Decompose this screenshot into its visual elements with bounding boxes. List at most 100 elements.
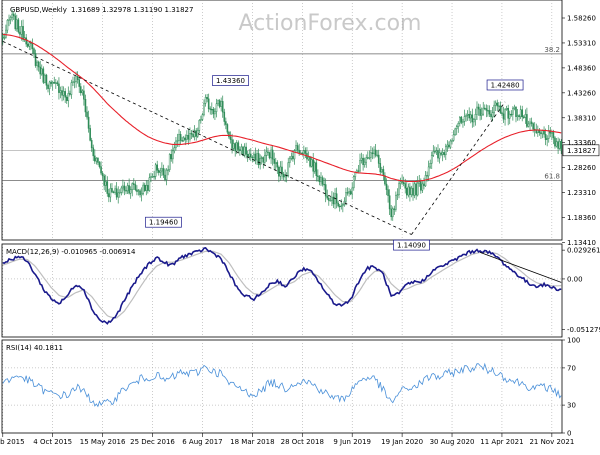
candle-body — [257, 153, 260, 166]
candle-body — [430, 155, 433, 164]
candle-body — [317, 175, 319, 177]
candle-body — [70, 82, 73, 95]
candle-body — [16, 19, 18, 30]
candle-body — [496, 102, 499, 107]
candle-body — [239, 149, 241, 152]
candle-body — [487, 110, 489, 112]
candle-body — [6, 19, 9, 31]
price-y-tick-label: 1.28260 — [567, 164, 596, 172]
candle-body — [454, 128, 456, 135]
candle-body — [462, 121, 464, 123]
candle-body — [134, 184, 137, 191]
candle-body — [303, 150, 305, 155]
candle-body — [22, 26, 24, 41]
candle-body — [65, 96, 68, 101]
candle-body — [147, 185, 149, 191]
macd-y-tick-label: -0.051279 — [567, 326, 600, 334]
candle-body — [231, 139, 233, 149]
candle-body — [360, 157, 363, 161]
candle-body — [50, 81, 52, 84]
candle-body — [133, 183, 135, 185]
candle-body — [494, 102, 497, 106]
candle-body — [477, 106, 480, 110]
candle-body — [502, 113, 505, 120]
candle-body — [256, 153, 258, 161]
candle-body — [365, 157, 368, 163]
candle-body — [161, 168, 163, 172]
candle-body — [170, 154, 173, 160]
x-tick-label: 6 Aug 2017 — [182, 438, 222, 446]
price-y-tick-label: 1.33360 — [567, 139, 596, 147]
candle-body — [240, 146, 243, 152]
candle-body — [555, 141, 558, 147]
candle-body — [515, 106, 517, 117]
price-annotation-box — [212, 75, 249, 86]
candle-body — [527, 123, 530, 127]
x-tick-label: 15 May 2016 — [80, 438, 126, 446]
price-y-tick-label: 1.53310 — [567, 39, 596, 47]
candle-body — [131, 183, 134, 190]
x-tick-label: 18 Mar 2018 — [230, 438, 274, 446]
candle-body — [435, 150, 438, 153]
candle-body — [480, 113, 483, 116]
candle-body — [223, 111, 226, 122]
candle-body — [220, 101, 222, 107]
candle-body — [537, 129, 539, 134]
candle-body — [401, 181, 403, 183]
candle-body — [516, 115, 519, 117]
candle-body — [19, 31, 21, 35]
candle-body — [118, 192, 121, 194]
candle-body — [59, 90, 62, 93]
candle-body — [552, 132, 555, 139]
candle-body — [423, 183, 425, 187]
candle-body — [206, 97, 208, 100]
price-y-tick-label: 1.18360 — [567, 214, 596, 222]
macd-panel-frame — [1, 243, 563, 338]
fib-level-label: 38.2 — [544, 46, 560, 54]
candle-body — [270, 149, 272, 159]
x-tick-label: 22 Feb 2015 — [0, 438, 25, 446]
candle-body — [507, 108, 509, 119]
candle-body — [415, 183, 417, 196]
candle-body — [560, 141, 563, 151]
candle-body — [140, 193, 143, 196]
candle-body — [313, 162, 316, 172]
candle-body — [265, 151, 268, 156]
candle-body — [203, 103, 205, 115]
candle-body — [234, 143, 236, 152]
candle-body — [187, 134, 190, 140]
candle-body — [20, 26, 23, 35]
candle-body — [379, 163, 382, 173]
candle-body — [228, 131, 230, 138]
candle-body — [217, 100, 219, 104]
candle-body — [387, 189, 389, 196]
candle-body — [396, 194, 399, 197]
price-trendline — [2, 40, 412, 235]
candle-body — [106, 181, 109, 194]
candle-body — [318, 176, 321, 183]
candle-body — [259, 158, 261, 166]
x-tick-label: 11 Apr 2021 — [480, 438, 523, 446]
candle-body — [273, 158, 275, 164]
candle-body — [55, 82, 57, 84]
candle-body — [178, 134, 180, 141]
candle-body — [101, 172, 104, 177]
x-tick-label: 9 Jun 2019 — [333, 438, 371, 446]
candle-body — [201, 114, 204, 120]
candle-body — [549, 130, 552, 134]
candle-body — [276, 162, 279, 168]
candle-body — [499, 105, 502, 113]
candle-body — [78, 79, 81, 87]
candle-body — [340, 205, 343, 207]
moving-average-line — [2, 33, 562, 183]
price-annotation-box — [393, 239, 430, 251]
candle-body — [248, 153, 251, 157]
candle-body — [505, 108, 508, 110]
candle-body — [196, 130, 199, 137]
candle-body — [404, 183, 407, 189]
price-y-tick-label: 1.58260 — [567, 15, 596, 23]
candle-body — [393, 208, 396, 210]
candle-body — [267, 151, 269, 153]
price-annotation-label: 1.43360 — [216, 77, 245, 85]
